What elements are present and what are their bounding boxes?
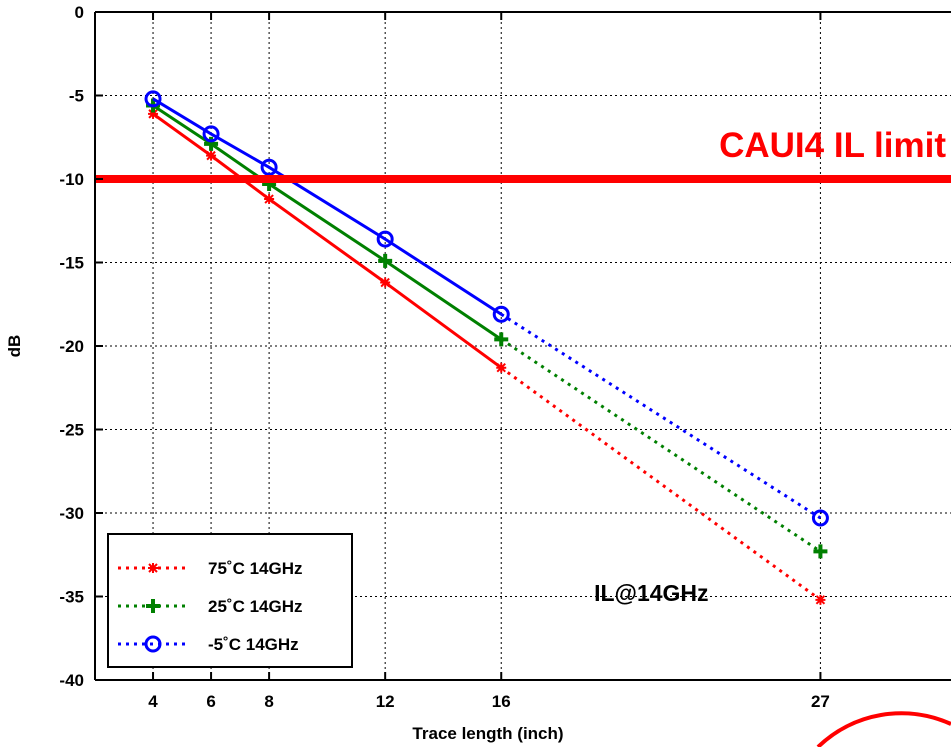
marker-circle <box>376 230 394 248</box>
marker-star <box>815 594 826 605</box>
legend-entry-3: -5˚C 14GHz <box>118 635 299 654</box>
series-line-solid <box>152 97 503 316</box>
marker-plus <box>204 136 219 151</box>
series-3 <box>144 90 829 527</box>
x-tick-label: 12 <box>376 692 395 711</box>
marker-star <box>206 150 217 161</box>
legend-box <box>107 533 353 668</box>
corner-circle-fragment <box>816 711 951 747</box>
x-tick-label: 8 <box>264 692 273 711</box>
legend-label: 75˚C 14GHz <box>208 559 302 578</box>
series-line-dotted <box>500 338 822 553</box>
series-1 <box>148 108 826 605</box>
legend-label: 25˚C 14GHz <box>208 597 302 616</box>
y-tick-label: -10 <box>59 170 84 189</box>
y-tick-label: -5 <box>69 87 84 106</box>
marker-plus <box>146 599 160 613</box>
marker-circle <box>811 509 829 527</box>
y-tick-label: -40 <box>59 671 84 690</box>
marker-plus <box>378 253 393 268</box>
series-layer <box>144 90 829 605</box>
marker-plus <box>494 332 509 347</box>
marker-star <box>496 362 507 373</box>
axes: 4 6 8 12 16 27 0 -5 -10 -15 -20 -25 -30 -35 -40 <box>59 3 951 711</box>
y-tick-label: 0 <box>75 3 84 22</box>
annotation-il: IL@14GHz <box>594 580 708 606</box>
y-axis-label: dB <box>5 335 24 358</box>
y-tick-label: -35 <box>59 588 84 607</box>
y-tick-label: -15 <box>59 254 84 273</box>
legend-entry-1: 75˚C 14GHz <box>118 559 302 578</box>
series-line-dotted <box>500 313 822 520</box>
series-line-dotted <box>500 366 822 602</box>
marker-star <box>380 277 391 288</box>
series-2 <box>146 98 828 559</box>
marker-star <box>264 194 275 205</box>
legend-entry-2: 25˚C 14GHz <box>118 597 302 616</box>
x-axis-label: Trace length (inch) <box>412 724 563 743</box>
reference-layer: CAUI4 IL limit <box>95 126 951 183</box>
y-tick-label: -30 <box>59 504 84 523</box>
marker-star <box>148 563 158 573</box>
marker-circle <box>144 635 162 653</box>
x-tick-label: 6 <box>206 692 215 711</box>
marker-circle <box>144 90 162 108</box>
series-line-solid <box>152 104 503 341</box>
series-line-solid <box>152 112 503 369</box>
marker-circle <box>202 125 220 143</box>
x-tick-label: 4 <box>148 692 158 711</box>
marker-plus <box>813 544 828 559</box>
legend-label: -5˚C 14GHz <box>208 635 299 654</box>
marker-circle <box>492 305 510 323</box>
reference-line-label: CAUI4 IL limit <box>719 126 946 165</box>
legend: 75˚C 14GHz 25˚C 14GHz -5˚C 14GHz <box>107 533 353 668</box>
x-tick-label: 27 <box>811 692 830 711</box>
marker-circle <box>260 158 278 176</box>
y-tick-label: -25 <box>59 421 84 440</box>
x-tick-label: 16 <box>492 692 511 711</box>
y-tick-label: -20 <box>59 337 84 356</box>
marker-star <box>148 108 159 119</box>
